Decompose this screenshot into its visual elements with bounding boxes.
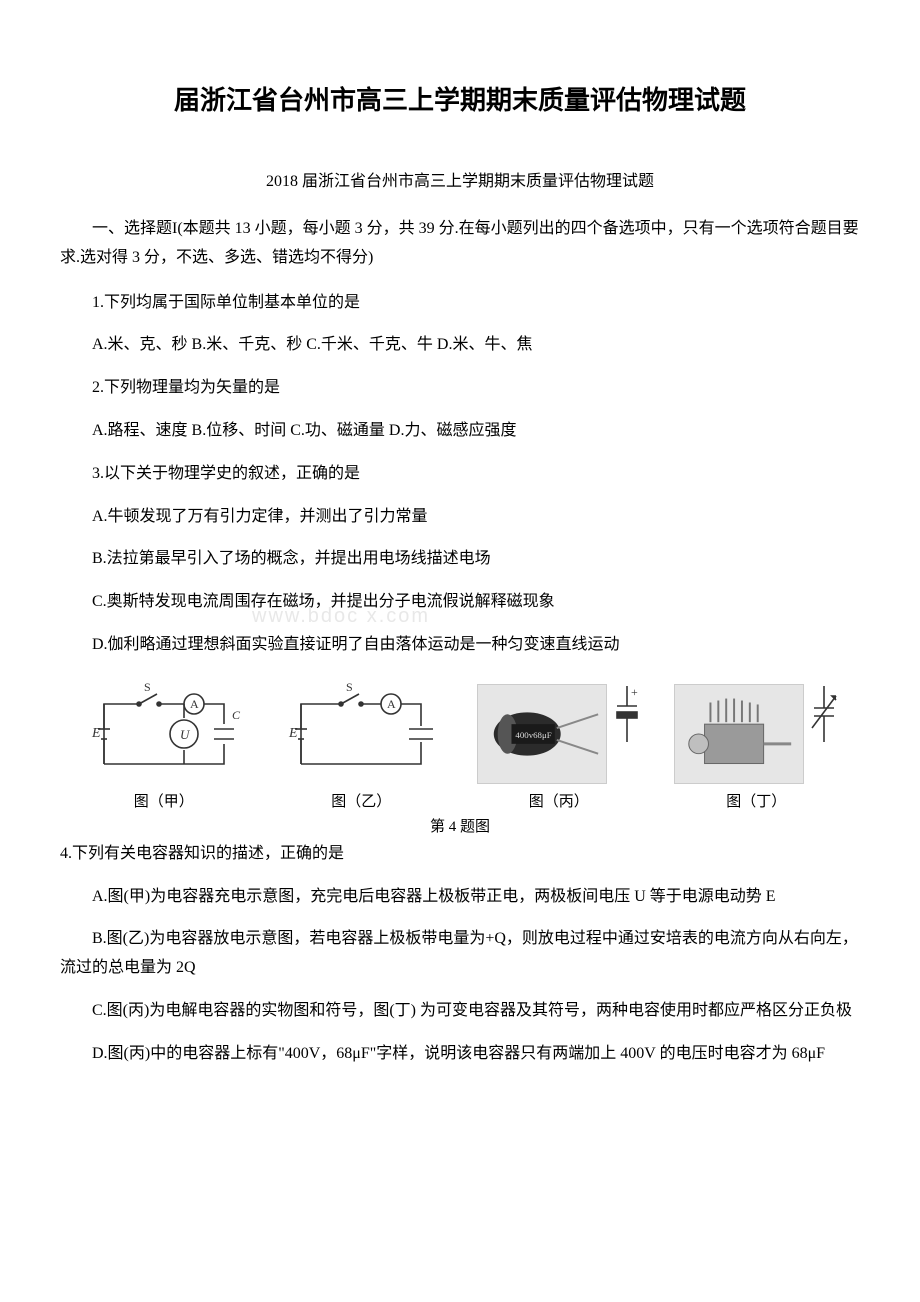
q1-stem: 1.下列均属于国际单位制基本单位的是 xyxy=(60,289,860,318)
figure4-ding: 图（丁） xyxy=(663,684,851,811)
page-title: 届浙江省台州市高三上学期期末质量评估物理试题 xyxy=(60,80,860,117)
cap-plus-label: + xyxy=(631,685,638,699)
subtitle: 2018 届浙江省台州市高三上学期期末质量评估物理试题 xyxy=(60,167,860,191)
q1-options: A.米、克、秒 B.米、千克、秒 C.千米、千克、牛 D.米、牛、焦 xyxy=(60,331,860,360)
label-U: U xyxy=(180,727,191,742)
section-1-header-text: 一、选择题I(本题共 13 小题，每小题 3 分，共 39 分.在每小题列出的四… xyxy=(60,220,859,266)
q2-stem: 2.下列物理量均为矢量的是 xyxy=(60,374,860,403)
q3-stem: 3.以下关于物理学史的叙述，正确的是 xyxy=(60,460,860,489)
label-E: E xyxy=(91,726,101,741)
caption-bing: 图（丙） xyxy=(529,790,589,811)
q3-option-c: C.奥斯特发现电流周围存在磁场，并提出分子电流假说解释磁现象 www.bdoc … xyxy=(60,588,860,617)
section-1-header: 一、选择题I(本题共 13 小题，每小题 3 分，共 39 分.在每小题列出的四… xyxy=(60,215,860,273)
figure4-bing: 400v68μF + 图（丙） xyxy=(465,684,653,811)
figure4-yi: E S A 图（乙） xyxy=(268,674,456,811)
cap-rating-text: 400v68μF xyxy=(515,730,551,740)
variable-cap-symbol xyxy=(810,684,838,744)
q4-option-a: A.图(甲)为电容器充电示意图，充完电后电容器上极板带正电，两极板间电压 U 等… xyxy=(60,883,860,912)
figure4-row-caption: 第 4 题图 xyxy=(60,815,860,836)
figure4-jia: E S A C U 图（甲） xyxy=(70,674,258,811)
q4-option-b: B.图(乙)为电容器放电示意图，若电容器上极板带电量为+Q，则放电过程中通过安培… xyxy=(60,925,860,983)
q3-option-b: B.法拉第最早引入了场的概念，并提出用电场线描述电场 xyxy=(60,545,860,574)
q3-option-a: A.牛顿发现了万有引力定律，并测出了引力常量 xyxy=(60,503,860,532)
circuit-yi-svg: E S A xyxy=(281,674,441,784)
label-A: A xyxy=(190,697,199,711)
circuit-jia-svg: E S A C U xyxy=(84,674,244,784)
figure4-row: E S A C U 图（甲） xyxy=(70,674,850,811)
electrolytic-cap-symbol: + xyxy=(613,684,641,744)
q4-option-c: C.图(丙)为电解电容器的实物图和符号，图(丁) 为可变电容器及其符号，两种电容… xyxy=(60,997,860,1026)
q4-option-d: D.图(丙)中的电容器上标有"400V，68μF"字样，说明该电容器只有两端加上… xyxy=(60,1040,860,1069)
q3-option-d: D.伽利略通过理想斜面实验直接证明了自由落体运动是一种匀变速直线运动 xyxy=(60,631,860,660)
label-A2: A xyxy=(387,697,396,711)
label-S: S xyxy=(144,680,151,694)
caption-ding: 图（丁） xyxy=(726,790,786,811)
q2-options: A.路程、速度 B.位移、时间 C.功、磁通量 D.力、磁感应强度 xyxy=(60,417,860,446)
caption-yi: 图（乙） xyxy=(331,790,391,811)
caption-jia: 图（甲） xyxy=(134,790,194,811)
label-C: C xyxy=(232,708,241,722)
electrolytic-cap-photo: 400v68μF xyxy=(477,684,607,784)
q3-option-c-text: C.奥斯特发现电流周围存在磁场，并提出分子电流假说解释磁现象 xyxy=(92,593,555,610)
variable-cap-photo xyxy=(674,684,804,784)
label-E2: E xyxy=(288,726,298,741)
label-S2: S xyxy=(346,680,353,694)
q4-stem: 4.下列有关电容器知识的描述，正确的是 xyxy=(60,840,860,869)
